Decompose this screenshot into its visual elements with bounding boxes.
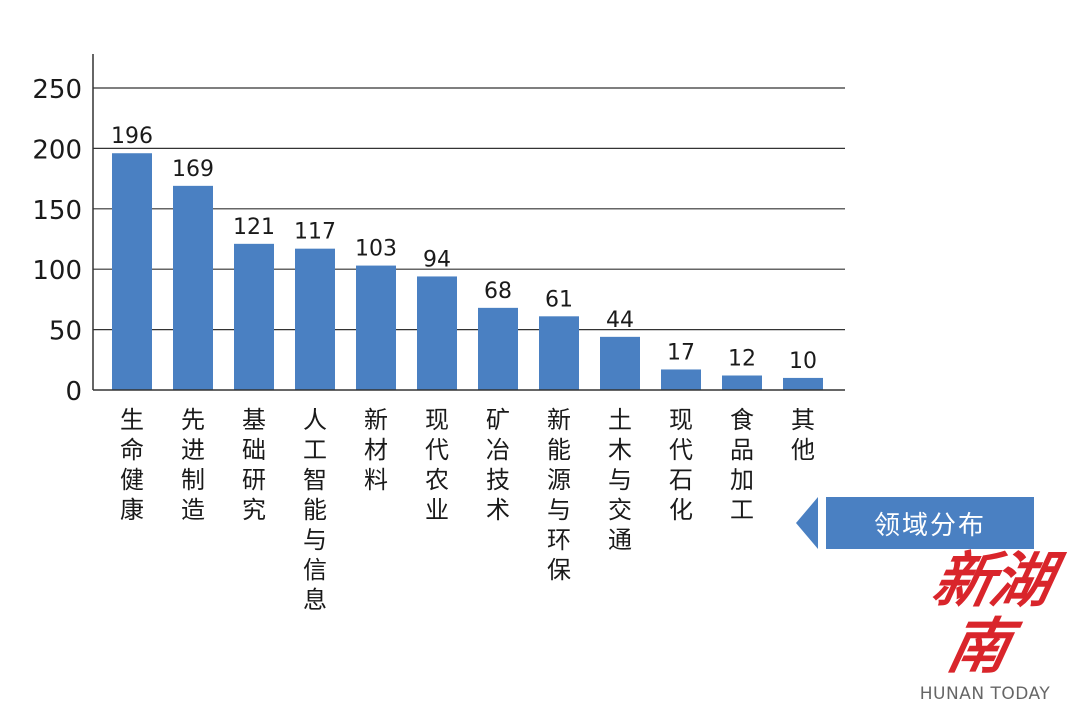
x-tick-label: 基础研究 [242, 406, 266, 524]
data-label: 44 [606, 308, 634, 333]
y-tick-label: 50 [49, 317, 82, 347]
x-tick-label: 现代石化 [669, 406, 693, 524]
data-label: 17 [667, 340, 695, 365]
bar [539, 316, 579, 390]
x-tick-label: 其他 [791, 406, 815, 464]
x-tick-label: 先进制造 [181, 406, 205, 524]
y-tick-label: 200 [32, 135, 82, 165]
y-tick-label: 150 [32, 196, 82, 226]
data-label: 12 [728, 347, 756, 372]
data-label: 10 [789, 349, 817, 374]
bar [417, 276, 457, 390]
x-tick-label: 人工智能与信息 [303, 406, 327, 614]
x-tick-label: 土木与交通 [608, 406, 632, 554]
grid-lines [93, 87, 845, 331]
x-tick-label: 新材料 [364, 406, 388, 494]
bar [783, 377, 823, 390]
data-label: 94 [423, 247, 451, 272]
section-badge: 领域分布 [826, 497, 1034, 549]
x-tick-label: 生命健康 [120, 406, 144, 524]
data-label: 169 [172, 157, 214, 182]
axes [92, 54, 845, 391]
y-tick-label: 100 [32, 256, 82, 286]
data-label: 121 [233, 215, 275, 240]
bar [173, 185, 213, 390]
x-tick-label: 矿冶技术 [486, 406, 510, 524]
bar [478, 307, 518, 390]
bar [234, 243, 274, 390]
logo-text: 新湖南 [926, 546, 1058, 682]
badge-arrow-icon [796, 497, 818, 549]
x-tick-label: 食品加工 [730, 406, 754, 524]
bar [661, 369, 701, 390]
logo-subtitle: HUNAN TODAY [919, 684, 1051, 704]
bar [356, 265, 396, 390]
bar [722, 375, 762, 390]
badge-label: 领域分布 [873, 510, 986, 541]
y-tick-label: 250 [32, 75, 82, 105]
data-label: 117 [294, 220, 336, 245]
brand-logo: 新湖南 HUNAN TODAY [900, 546, 1070, 704]
data-label: 68 [484, 279, 512, 304]
bar [112, 153, 152, 390]
y-tick-label: 0 [65, 377, 82, 407]
bar [600, 336, 640, 390]
data-label: 196 [111, 124, 153, 149]
bar [295, 248, 335, 390]
bar-chart: 0 50 100 150 200 250 196 生命健康 169 先进制造 121 基础研究 117 人… [32, 54, 845, 614]
labels: 0 50 100 150 200 250 196 生命健康 169 先进制造 121 基础研究 117 人… [32, 75, 817, 614]
x-tick-label: 现代农业 [425, 406, 449, 524]
bars [112, 153, 823, 390]
data-label: 61 [545, 287, 573, 312]
data-label: 103 [355, 237, 397, 262]
x-tick-label: 新能源与环保 [547, 406, 571, 584]
